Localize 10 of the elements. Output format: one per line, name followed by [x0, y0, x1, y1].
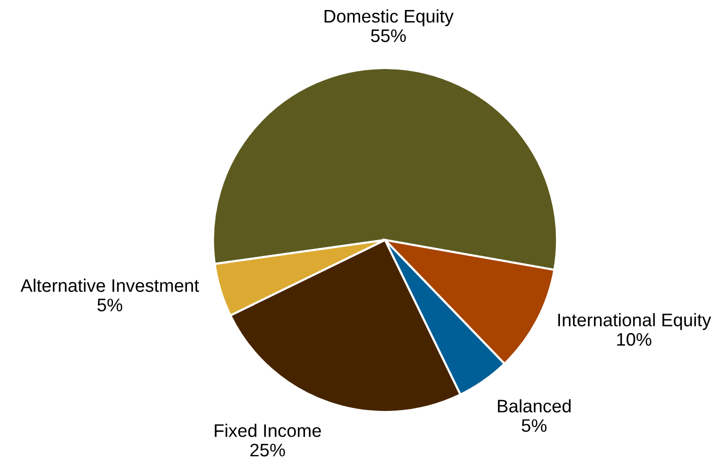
data-label: 10%	[617, 333, 652, 346]
slice-label: International Equity	[558, 313, 712, 330]
data-label: 25%	[250, 444, 285, 456]
data-label: 5%	[522, 419, 547, 432]
data-label: 5%	[97, 298, 122, 312]
slice-label: Fixed Income	[214, 424, 321, 438]
slice-label: Alternative Investment	[20, 278, 200, 292]
slice-label: Domestic Equity	[324, 9, 454, 26]
slice-label: Balanced	[498, 399, 571, 412]
data-label: 55%	[371, 29, 406, 42]
